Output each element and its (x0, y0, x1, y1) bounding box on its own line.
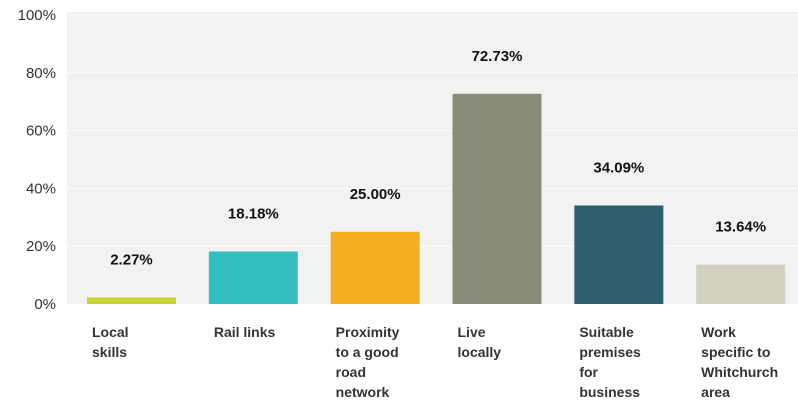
data-label: 18.18% (228, 205, 279, 222)
x-category-label-line: Rail links (214, 324, 276, 340)
x-category-label-line: Whitchurch (701, 364, 778, 380)
x-category-label: Proximity to a good road network (336, 324, 400, 400)
x-category-label-line: Work (701, 324, 736, 340)
x-category-label: Work specific to Whitchurch area (701, 324, 778, 400)
x-category-label-line: specific to (701, 344, 770, 360)
y-tick-label: 60% (26, 123, 56, 140)
data-label: 2.27% (110, 251, 153, 268)
gridlines (67, 14, 798, 247)
data-label: 25.00% (350, 186, 401, 203)
bar (208, 251, 298, 304)
y-tick-label: 0% (34, 296, 56, 313)
x-category-label-line: road (336, 364, 366, 380)
plot-background (67, 12, 798, 304)
y-tick-label: 80% (26, 65, 56, 82)
x-category-label-line: locally (458, 344, 502, 360)
x-category-label: Local skills (92, 324, 129, 360)
y-tick-label: 40% (26, 180, 56, 197)
data-label: 72.73% (472, 48, 523, 65)
bar (330, 231, 420, 304)
x-category-label-line: Live (458, 324, 486, 340)
x-category-label-line: Proximity (336, 324, 400, 340)
x-category-label-line: for (579, 364, 598, 380)
data-label: 34.09% (593, 159, 644, 176)
x-category-label: Suitable premises for business (579, 324, 641, 400)
x-category-label-line: area (701, 384, 730, 400)
x-category-label-line: to a good (336, 344, 399, 360)
x-category-label-line: premises (579, 344, 641, 360)
bar (696, 264, 786, 304)
data-labels: 2.27% 18.18% 25.00% 72.73% 34.09% 13.64% (110, 48, 766, 269)
data-label: 13.64% (715, 219, 766, 236)
x-category-label-line: business (579, 384, 640, 400)
bars (87, 93, 786, 304)
x-category-label-line: Suitable (579, 324, 634, 340)
x-category-label: Rail links (214, 324, 276, 340)
y-tick-label: 20% (26, 238, 56, 255)
bar (87, 297, 176, 304)
x-category-label-line: Local (92, 324, 129, 340)
x-category-label: Live locally (458, 324, 502, 360)
y-tick-label: 100% (18, 7, 56, 24)
x-category-label-line: network (336, 384, 390, 400)
bar (574, 205, 664, 304)
y-axis: 0% 20% 40% 60% 80% 100% (18, 7, 56, 313)
bar (452, 93, 542, 304)
x-category-label-line: skills (92, 344, 127, 360)
x-axis: Local skills Rail links Proximity to a good r… (92, 324, 778, 400)
